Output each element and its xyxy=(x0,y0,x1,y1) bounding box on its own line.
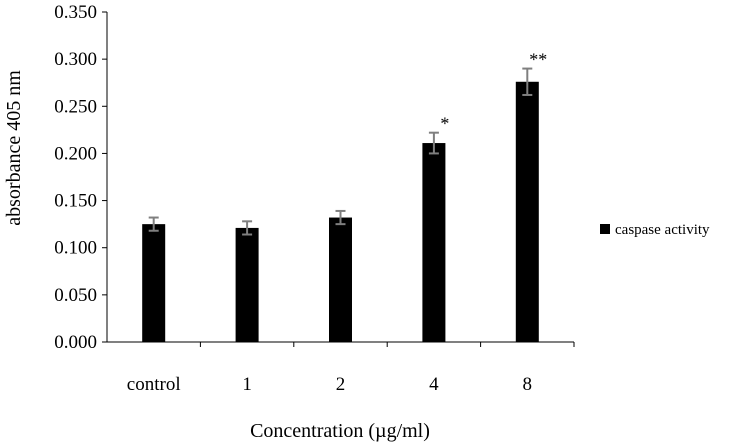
y-tick-label: 0.250 xyxy=(54,96,97,117)
y-tick-label: 0.350 xyxy=(54,2,97,23)
bar xyxy=(142,224,166,342)
y-tick-label: 0.050 xyxy=(54,285,97,306)
x-tick-label: 2 xyxy=(336,374,346,395)
y-tick-label: 0.150 xyxy=(54,191,97,212)
bar xyxy=(422,143,446,342)
y-axis-title: absorbance 405 nm xyxy=(3,70,25,226)
x-axis: control 1 2 4 8 xyxy=(107,341,575,395)
legend-swatch xyxy=(600,224,610,234)
bar xyxy=(235,227,259,342)
y-tick-label: 0.000 xyxy=(54,332,97,353)
y-tick-label: 0.200 xyxy=(54,143,97,164)
significance-label: ** xyxy=(529,50,547,70)
x-tick-label: control xyxy=(127,374,181,395)
legend-label: caspase activity xyxy=(615,222,710,238)
x-tick-label: 1 xyxy=(242,374,252,395)
y-tick-label: 0.300 xyxy=(54,49,97,70)
x-axis-title: Concentration (µg/ml) xyxy=(250,420,430,442)
x-tick-label: 8 xyxy=(523,374,533,395)
bars: *** xyxy=(142,50,547,343)
y-tick-label: 0.100 xyxy=(54,238,97,259)
y-axis: 0.000 0.050 0.100 0.150 0.200 0.250 0.300 0.350 xyxy=(54,2,108,353)
significance-label: * xyxy=(440,114,449,134)
x-tick-label: 4 xyxy=(429,374,439,395)
bar xyxy=(515,81,539,343)
legend: caspase activity xyxy=(600,222,710,238)
bar xyxy=(329,217,352,342)
